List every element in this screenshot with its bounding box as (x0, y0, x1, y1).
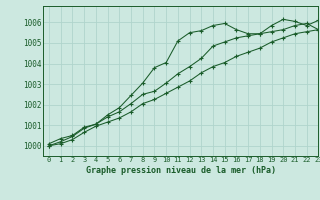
X-axis label: Graphe pression niveau de la mer (hPa): Graphe pression niveau de la mer (hPa) (86, 166, 276, 175)
